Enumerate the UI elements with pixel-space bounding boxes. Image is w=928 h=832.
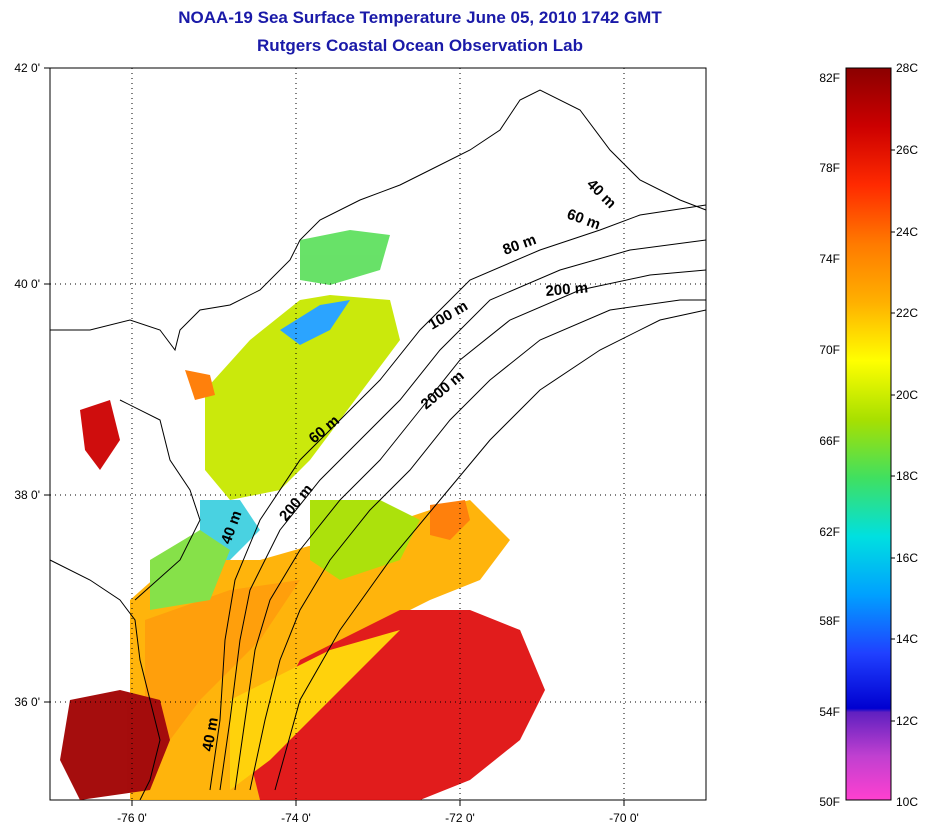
lat-label-36: 36 0' <box>14 695 40 709</box>
colorbar-c-24: 24C <box>896 225 918 239</box>
lat-label-38: 38 0' <box>14 488 40 502</box>
bathymetry-contours <box>209 204 707 791</box>
colorbar-f-82: 82F <box>819 71 840 85</box>
colorbar-c-20: 20C <box>896 388 918 402</box>
colorbar-f-58: 58F <box>819 614 840 628</box>
colorbar-f-66: 66F <box>819 434 840 448</box>
colorbar-c-16: 16C <box>896 551 918 565</box>
colorbar-f-62: 62F <box>819 525 840 539</box>
lon-label-74: -74 0' <box>281 811 311 825</box>
colorbar-c-18: 18C <box>896 469 918 483</box>
colorbar-c-26: 26C <box>896 143 918 157</box>
colorbar-ticks <box>891 149 895 722</box>
contour-label-40m-south: 40 m <box>199 716 222 753</box>
lon-label-70: -70 0' <box>609 811 639 825</box>
coastline-south <box>49 559 161 801</box>
coastline-delmarva <box>119 399 201 601</box>
colorbar-c-22: 22C <box>896 306 918 320</box>
colorbar-c-28: 28C <box>896 61 918 75</box>
colorbar <box>845 67 892 801</box>
lon-label-72: -72 0' <box>445 811 475 825</box>
lon-label-76: -76 0' <box>117 811 147 825</box>
map-title: NOAA-19 Sea Surface Temperature June 05,… <box>178 8 662 27</box>
map-subtitle: Rutgers Coastal Ocean Observation Lab <box>257 36 583 55</box>
lat-label-40: 40 0' <box>14 277 40 291</box>
colorbar-f-78: 78F <box>819 161 840 175</box>
colorbar-f-70: 70F <box>819 343 840 357</box>
colorbar-c-12: 12C <box>896 714 918 728</box>
colorbar-f-74: 74F <box>819 252 840 266</box>
lat-label-42: 42 0' <box>14 61 40 75</box>
coastline-north <box>50 89 707 352</box>
colorbar-c-14: 14C <box>896 632 918 646</box>
colorbar-f-54: 54F <box>819 705 840 719</box>
graticule <box>50 68 706 800</box>
contour-label-200m: 200 m <box>545 279 589 300</box>
colorbar-c-10: 10C <box>896 795 918 809</box>
axis-ticks <box>44 67 625 806</box>
colorbar-f-50: 50F <box>819 795 840 809</box>
